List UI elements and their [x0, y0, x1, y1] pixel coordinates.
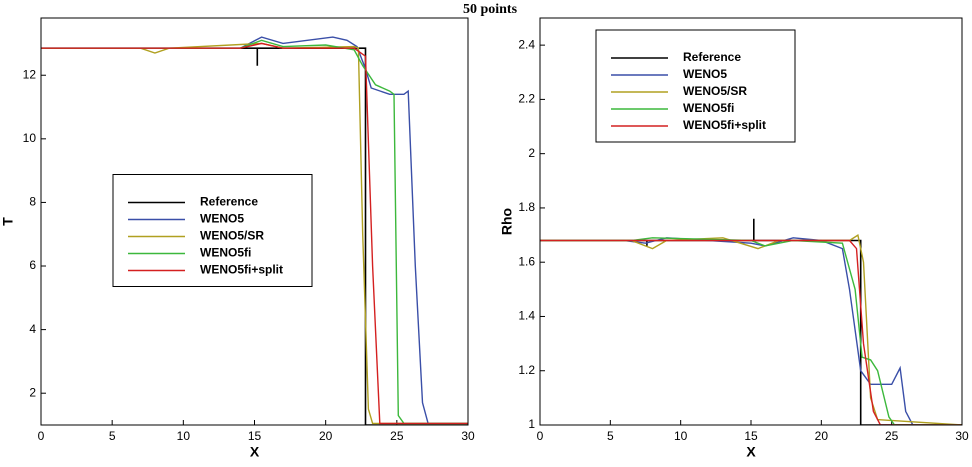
y-tick-label: 2 — [528, 146, 535, 160]
y-axis-label: T — [0, 217, 16, 226]
y-tick-label: 1.6 — [518, 254, 535, 268]
y-tick-label: 2.4 — [518, 37, 535, 51]
data-line — [41, 47, 468, 425]
y-axis-label: Rho — [499, 208, 515, 235]
x-axis-label: X — [746, 444, 756, 460]
figure-title: 50 points — [463, 2, 518, 17]
x-tick-label: 20 — [319, 429, 333, 443]
x-tick-label: 5 — [607, 429, 614, 443]
data-line — [540, 237, 962, 425]
y-tick-label: 4 — [29, 322, 36, 336]
y-tick-label: 10 — [23, 131, 37, 145]
legend-label: Reference — [200, 195, 258, 209]
data-line — [41, 39, 468, 425]
legend-label: WENO5/SR — [683, 84, 747, 98]
legend-label: WENO5/SR — [200, 229, 264, 243]
y-tick-label: 12 — [23, 67, 37, 81]
x-tick-label: 0 — [537, 429, 544, 443]
x-tick-label: 10 — [177, 429, 191, 443]
legend-label: WENO5 — [200, 212, 244, 226]
x-tick-label: 25 — [885, 429, 899, 443]
legend-label: WENO5fi — [200, 246, 251, 260]
legend-box — [595, 29, 796, 143]
plot-frame — [539, 17, 963, 426]
legend-label: WENO5 — [683, 67, 727, 81]
y-tick-label: 1.2 — [518, 363, 535, 377]
data-line — [540, 239, 962, 425]
plot-area — [540, 218, 962, 425]
legend-label: Reference — [683, 50, 741, 64]
y-tick-label: 8 — [29, 195, 36, 209]
y-tick-label: 2.2 — [518, 92, 535, 106]
x-tick-label: 30 — [955, 429, 969, 443]
x-tick-label: 0 — [38, 429, 45, 443]
legend-label: WENO5fi — [683, 101, 734, 115]
data-line — [540, 218, 962, 425]
x-tick-label: 15 — [744, 429, 758, 443]
y-tick-label: 1 — [528, 417, 535, 431]
x-tick-label: 15 — [248, 429, 262, 443]
data-line — [41, 42, 468, 425]
y-tick-label: 1.4 — [518, 309, 535, 323]
x-tick-label: 30 — [461, 429, 475, 443]
x-tick-label: 5 — [109, 429, 116, 443]
y-tick-label: 2 — [29, 385, 36, 399]
plot-area — [41, 36, 468, 425]
data-line — [41, 42, 468, 425]
x-tick-label: 20 — [815, 429, 829, 443]
data-line — [540, 237, 962, 425]
y-tick-label: 1.8 — [518, 200, 535, 214]
data-line — [540, 233, 962, 425]
data-line — [41, 36, 468, 425]
legend-label: WENO5fi+split — [200, 263, 283, 277]
x-axis-label: X — [250, 444, 260, 460]
legend-box — [112, 174, 313, 287]
x-tick-label: 25 — [390, 429, 404, 443]
y-tick-label: 6 — [29, 258, 36, 272]
x-tick-label: 10 — [674, 429, 688, 443]
plot-frame — [40, 17, 469, 426]
legend-label: WENO5fi+split — [683, 118, 766, 132]
